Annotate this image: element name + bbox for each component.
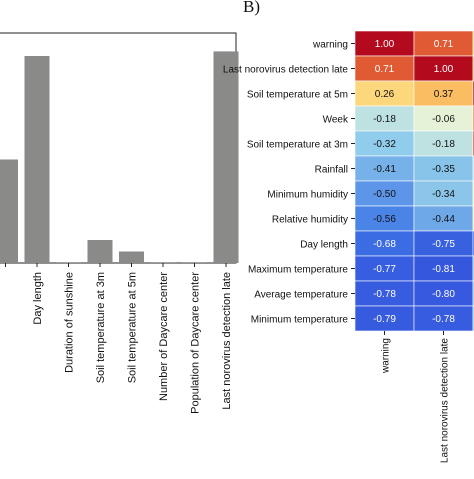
heat-row-label-1: Last norovirus detection late: [223, 65, 349, 76]
heat-value-0-0: 1.00: [375, 39, 395, 50]
heat-row-label-10: Average temperature: [254, 290, 348, 301]
heat-value-10-0: -0.78: [373, 289, 396, 300]
bar-0: [0, 159, 18, 263]
heat-cell-11-0: [354, 305, 415, 332]
heat-row-label-6: Minimum humidity: [267, 190, 348, 201]
heat-cell-9-1: [413, 255, 474, 282]
heat-value-8-0: -0.68: [373, 239, 396, 250]
heat-col-label-0: warning: [381, 338, 392, 374]
heat-cell-8-0: [354, 230, 415, 257]
heat-cell-4-1: [413, 130, 474, 157]
heat-value-3-1: -0.06: [432, 114, 455, 125]
heat-row-label-3: Week: [323, 115, 349, 126]
heat-cell-9-0: [354, 255, 415, 282]
heat-value-5-1: -0.35: [432, 164, 455, 175]
bar-tick-label-1: Day length: [32, 272, 44, 325]
bar-2: [56, 262, 81, 263]
bar-6: [182, 262, 207, 263]
heat-row-label-8: Day length: [300, 240, 348, 251]
heat-value-3-0: -0.18: [373, 114, 396, 125]
bar-chart: Day length Duration of sunshine Soil tempe…: [0, 32, 239, 414]
heat-value-4-1: -0.18: [432, 139, 455, 150]
bar-7: [213, 51, 239, 264]
heat-row-label-11: Minimum temperature: [251, 315, 349, 326]
heat-value-11-1: -0.78: [432, 314, 455, 325]
heat-value-6-1: -0.34: [432, 189, 455, 200]
heat-value-1-1: 1.00: [434, 64, 454, 75]
heat-value-10-1: -0.80: [432, 289, 455, 300]
heat-col-label-1: Last norovirus detection late: [440, 338, 451, 464]
bar-tick-label-3: Soil temperature at 3m: [95, 272, 107, 383]
bar-5: [150, 262, 176, 263]
heat-cell-2-0: [354, 80, 415, 107]
panel-label: B): [243, 0, 260, 16]
heat-row-label-7: Relative humidity: [272, 215, 348, 226]
heat-cell-5-0: [354, 155, 415, 182]
heat-value-4-0: -0.32: [373, 139, 396, 150]
heat-cell-7-1: [413, 205, 474, 232]
heat-row-label-5: Rainfall: [315, 165, 348, 176]
heat-value-9-1: -0.81: [432, 264, 455, 275]
bar-tick-label-6: Population of Daycare center: [190, 272, 202, 414]
heat-row-label-2: Soil temperature at 5m: [247, 90, 348, 101]
bar-tick-label-2: Duration of sunshine: [64, 272, 76, 373]
heat-cell-10-0: [354, 280, 415, 307]
heat-cell-7-0: [354, 205, 415, 232]
bar-4: [119, 251, 144, 263]
heat-value-9-0: -0.77: [373, 264, 396, 275]
heat-value-2-1: 0.37: [434, 89, 454, 100]
heat-value-5-0: -0.41: [373, 164, 396, 175]
bar-tick-label-5: Number of Daycare center: [158, 272, 170, 401]
heat-value-1-0: 0.71: [375, 64, 395, 75]
heat-value-8-1: -0.75: [432, 239, 455, 250]
heat-value-11-0: -0.79: [373, 314, 396, 325]
bar-tick-label-7: Last norovirus detection late: [221, 272, 233, 410]
bar-tick-label-4: Soil temperature at 5m: [127, 272, 139, 383]
heat-value-2-0: 0.26: [375, 89, 395, 100]
heat-cell-2-1: [413, 80, 474, 107]
heat-row-label-9: Maximum temperature: [248, 265, 348, 276]
heat-value-6-0: -0.50: [373, 189, 396, 200]
heat-row-label-4: Soil temperature at 3m: [247, 140, 348, 151]
bar-1: [24, 56, 50, 263]
heat-row-label-0: warning: [312, 40, 348, 51]
heat-cell-8-1: [413, 230, 474, 257]
heat-value-7-0: -0.56: [373, 214, 396, 225]
heat-value-7-1: -0.44: [432, 214, 455, 225]
heat-cell-6-1: [413, 180, 474, 207]
heat-cell-1-1: [413, 55, 474, 82]
bar-3: [87, 240, 113, 263]
heatmap-chart: 1.000.710.260.711.000.370.260.371.00-0.1…: [223, 30, 474, 464]
heat-value-0-1: 0.71: [434, 39, 454, 50]
heat-cell-3-0: [354, 105, 415, 132]
